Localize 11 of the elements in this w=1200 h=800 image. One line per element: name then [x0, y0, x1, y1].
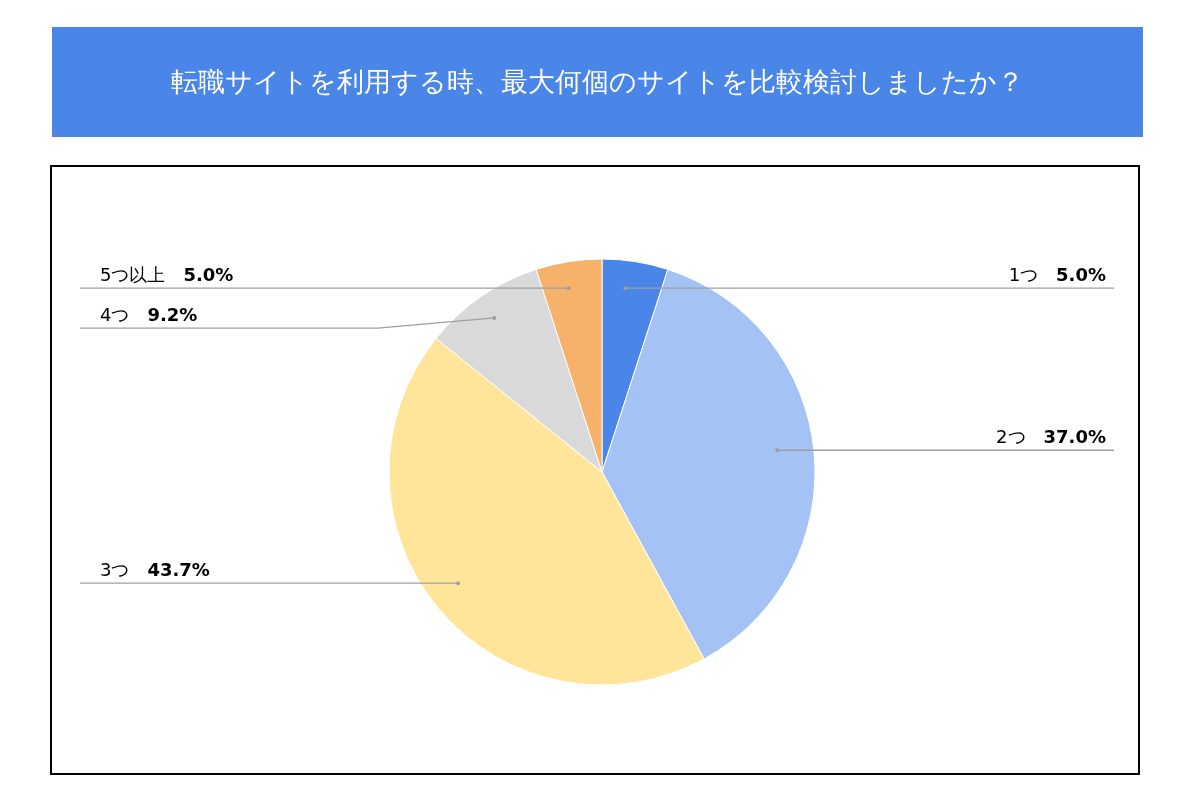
data-label: 5.0% [183, 264, 234, 286]
slice-label: 5つ以上 [100, 264, 166, 286]
chart-title: 転職サイトを利用する時、最大何個のサイトを比較検討しましたか？ [52, 27, 1143, 137]
data-label: 5.0% [1056, 264, 1106, 286]
data-label: 37.0% [1043, 426, 1106, 448]
data-label: 43.7% [147, 559, 210, 581]
slice-label: 2つ [996, 426, 1026, 448]
slice-label: 1つ [1008, 264, 1039, 286]
slice-label: 3つ [100, 559, 130, 581]
slice-label: 4つ [100, 304, 130, 326]
data-label: 9.2% [147, 304, 198, 326]
